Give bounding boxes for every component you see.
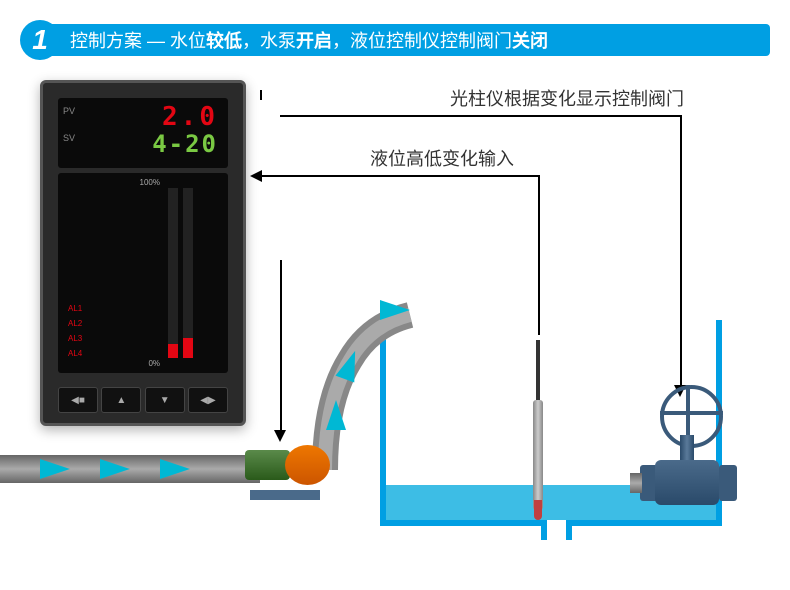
controller-display: PV 2.0 SV 4-20 [58,98,228,168]
inlet-pipe [0,455,260,483]
flow-arrow-icon [380,300,410,320]
btn-3[interactable]: ▼ [145,387,185,413]
btn-4[interactable]: ◀▶ [188,387,228,413]
btn-2[interactable]: ▲ [101,387,141,413]
controller-bargraph: 100% 0% AL1 AL2 AL3 AL4 [58,173,228,373]
step-number-badge: 1 [20,20,60,60]
label-level-input: 液位高低变化输入 [370,145,514,171]
btn-1[interactable]: ◀■ [58,387,98,413]
bar-2 [168,188,178,358]
scale-100: 100% [140,178,160,187]
line-seg [280,260,282,435]
sv-value: 4-20 [68,131,218,157]
alarm-2: AL2 [68,319,82,328]
level-probe-sensor [533,340,543,520]
flow-arrow-icon [100,459,130,479]
alarm-4: AL4 [68,349,82,358]
alarm-3: AL3 [68,334,82,343]
line-seg [262,175,540,177]
gate-valve [630,385,740,515]
scale-0: 0% [148,359,160,368]
header: 1 控制方案 — 水位较低，水泵开启，液位控制仪控制阀门关闭 [20,20,770,60]
line-seg [260,90,262,100]
water-pump [245,435,335,500]
line-seg [280,115,680,117]
label-valve-control: 光柱仪根据变化显示控制阀门 [450,85,684,111]
pv-label: PV [63,106,75,116]
flow-arrow-icon [160,459,190,479]
level-controller-device: PV 2.0 SV 4-20 100% 0% AL1 AL2 AL3 AL4 ◀… [40,80,246,426]
alarm-1: AL1 [68,304,82,313]
sv-label: SV [63,133,75,143]
controller-buttons: ◀■ ▲ ▼ ◀▶ [58,387,228,413]
flow-arrow-icon [40,459,70,479]
line-seg [538,175,540,335]
pv-value: 2.0 [68,103,218,131]
bar-1 [183,188,193,358]
flow-arrow-icon [326,400,346,430]
header-title: 控制方案 — 水位较低，水泵开启，液位控制仪控制阀门关闭 [40,24,770,56]
arrowhead-left-icon [250,170,262,182]
